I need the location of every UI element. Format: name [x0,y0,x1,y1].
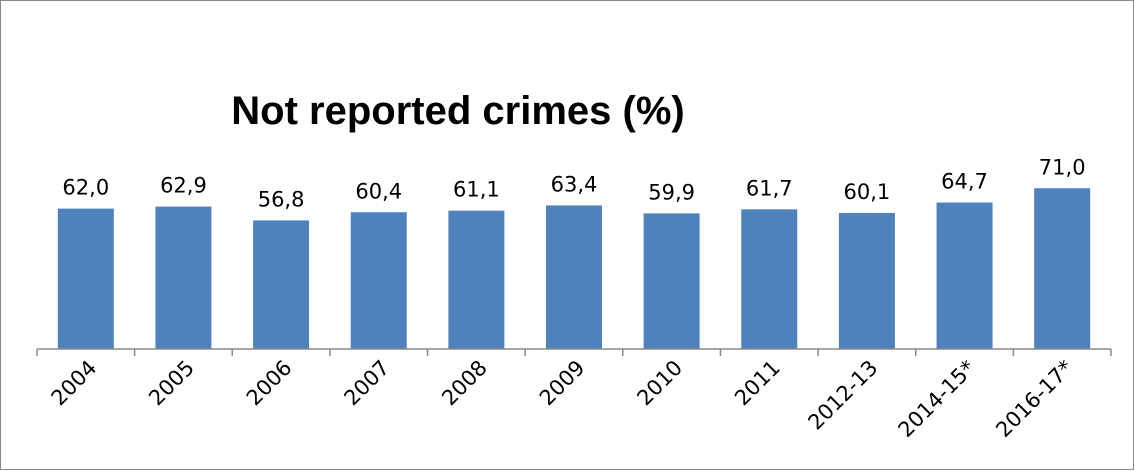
data-labels-group: 62,0 62,9 56,8 60,4 61,1 63,4 59,9 61,7 60,1 64,7… [62,155,1085,211]
bar-2011 [741,209,798,349]
data-label-2012-13: 60,1 [844,180,891,204]
x-tick-label-2005: 2005 [144,356,199,411]
x-tick-label-2009: 2009 [535,356,590,411]
x-tick-label-2016-17*: 2016-17* [991,356,1077,442]
bar-2007 [350,212,407,349]
x-tick-label-2004: 2004 [47,356,102,411]
x-tick-label-2012-13: 2012-13 [803,356,882,435]
data-label-2009: 63,4 [551,172,598,196]
x-tick-label-2007: 2007 [339,356,394,411]
x-tick-label-2010: 2010 [632,356,687,411]
bar-2008 [448,210,505,349]
data-label-2005: 62,9 [160,174,207,198]
bar-2016-17* [1034,188,1091,349]
data-label-2010: 59,9 [648,180,695,204]
bar-2012-13 [838,212,895,349]
data-label-2004: 62,0 [62,176,109,200]
data-label-2006: 56,8 [258,187,305,211]
data-label-2007: 60,4 [355,179,402,203]
bar-2005 [155,206,212,349]
data-label-2014-15*: 64,7 [941,170,988,194]
x-ticks-group [36,349,1112,356]
x-tick-label-2006: 2006 [242,356,297,411]
bar-2010 [643,213,700,349]
chart-title: Not reported crimes (%) [231,89,684,133]
x-tick-label-2014-15*: 2014-15* [894,356,980,442]
data-label-2008: 61,1 [453,178,500,202]
bars-group [57,188,1091,349]
data-label-2011: 61,7 [746,176,793,200]
bar-2004 [57,208,114,349]
x-tick-labels-group: 2004 2005 2006 2007 2008 2009 2010 2011 2012-13 2… [47,356,1078,442]
bar-2009 [546,205,602,349]
bar-2014-15* [936,202,993,349]
x-tick-label-2011: 2011 [730,356,785,411]
x-tick-label-2008: 2008 [437,356,492,411]
bar-2006 [253,220,310,349]
data-label-2016-17*: 71,0 [1039,155,1086,179]
